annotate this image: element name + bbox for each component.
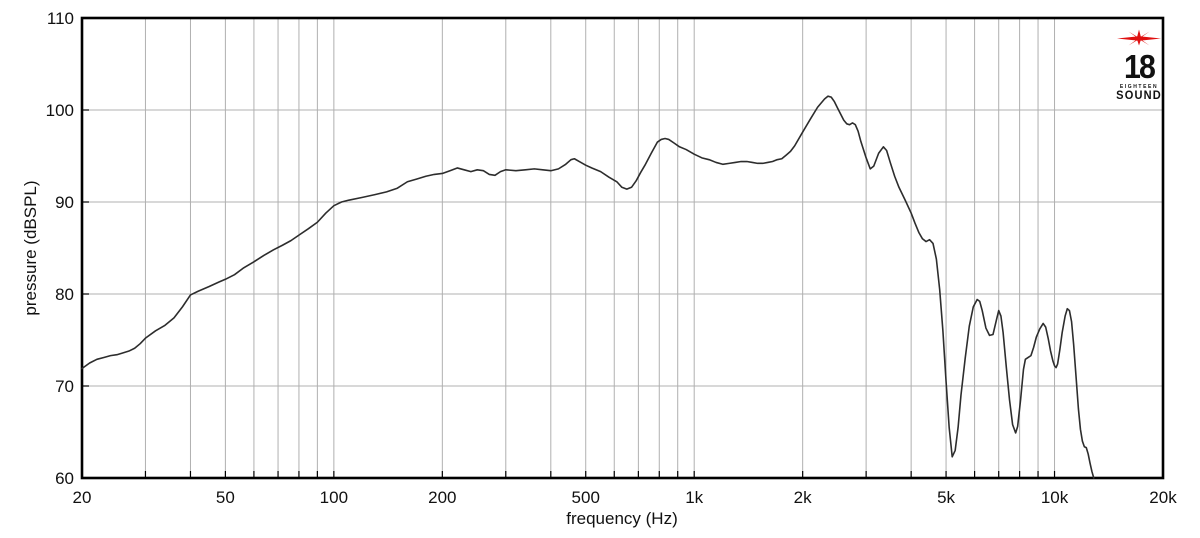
y-axis-tick-labels: 60 70 80 90 100 110	[46, 9, 74, 488]
y-tick-label: 80	[55, 285, 74, 304]
star-icon	[1117, 29, 1161, 46]
x-tick-label: 5k	[937, 488, 955, 507]
logo-number: 18	[1123, 48, 1156, 85]
plot-border	[80, 16, 1165, 480]
x-tick-label: 200	[428, 488, 456, 507]
x-tick-label: 2k	[794, 488, 812, 507]
gridlines	[82, 18, 1163, 478]
y-tick-label: 100	[46, 101, 74, 120]
x-tick-label: 20k	[1149, 488, 1177, 507]
x-axis-title: frequency (Hz)	[566, 509, 677, 528]
x-tick-label: 500	[572, 488, 600, 507]
y-tick-label: 60	[55, 469, 74, 488]
logo-eighteen-text: EIGHTEEN	[1119, 84, 1159, 90]
x-tick-label: 50	[216, 488, 235, 507]
y-tick-label: 110	[47, 9, 74, 28]
x-tick-label: 10k	[1041, 488, 1069, 507]
y-tick-label: 90	[55, 193, 74, 212]
x-tick-label: 1k	[685, 488, 703, 507]
x-tick-label: 100	[320, 488, 348, 507]
y-axis-title: pressure (dBSPL)	[21, 180, 40, 315]
y-tick-label: 70	[55, 377, 74, 396]
logo-sound-text: SOUND	[1116, 90, 1162, 102]
x-axis-tick-labels: 20 50 100 200 500 1k 2k 5k 10k 20k	[73, 488, 1178, 507]
response-curve	[81, 95, 1095, 479]
eighteen-sound-logo: 18 EIGHTEEN SOUND	[1110, 28, 1168, 102]
x-tick-label: 20	[73, 488, 92, 507]
